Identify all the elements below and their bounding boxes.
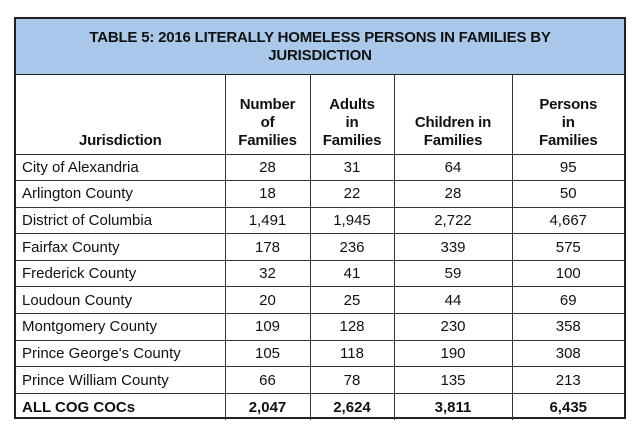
table-row: Fairfax County 178 236 339 575 [16, 233, 624, 261]
table-container: TABLE 5: 2016 LITERALLY HOMELESS PERSONS… [14, 17, 626, 421]
cell-families: 32 [224, 259, 311, 288]
cell-children: 230 [393, 313, 513, 341]
cell-children: 190 [393, 339, 513, 368]
table-row: Arlington County 18 22 28 50 [16, 180, 624, 208]
cell-persons: 100 [511, 259, 624, 288]
table-row: City of Alexandria 28 31 64 95 [16, 153, 624, 182]
table-row: Frederick County 32 41 59 100 [16, 259, 624, 288]
cell-persons: 95 [511, 153, 624, 182]
cell-jurisdiction: Loudoun County [16, 286, 226, 315]
table-title-bar: TABLE 5: 2016 LITERALLY HOMELESS PERSONS… [16, 19, 624, 75]
header-adults-in-families: Adults in Families [309, 75, 395, 155]
cell-jurisdiction: Frederick County [16, 259, 226, 288]
table-row: Montgomery County 109 128 230 358 [16, 313, 624, 341]
table-title: TABLE 5: 2016 LITERALLY HOMELESS PERSONS… [89, 28, 551, 64]
cell-adults: 236 [309, 233, 395, 261]
header-children-line-2: Families [423, 131, 483, 149]
cell-families: 20 [224, 286, 311, 315]
header-jurisdiction: Jurisdiction [16, 75, 226, 155]
cell-children: 59 [393, 259, 513, 288]
cell-families: 28 [224, 153, 311, 182]
cell-persons: 4,667 [511, 206, 624, 235]
cell-children: 135 [393, 366, 513, 394]
header-row: Jurisdiction Number of Families Adults i… [16, 75, 624, 155]
cell-children: 339 [393, 233, 513, 261]
cell-jurisdiction: Arlington County [16, 180, 226, 208]
cell-persons: 213 [511, 366, 624, 394]
cell-persons: 50 [511, 180, 624, 208]
header-adults-line-3: Families [322, 131, 382, 149]
table-row: Prince George's County 105 118 190 308 [16, 339, 624, 368]
cell-jurisdiction: District of Columbia [16, 206, 226, 235]
homeless-families-table: Jurisdiction Number of Families Adults i… [16, 75, 624, 421]
total-persons: 6,435 [511, 392, 624, 421]
header-families-line-2: of [260, 113, 275, 131]
header-children-line-1: Children in [414, 113, 492, 131]
header-adults-line-2: in [345, 113, 359, 131]
total-families: 2,047 [224, 392, 311, 421]
cell-families: 18 [224, 180, 311, 208]
cell-jurisdiction: Prince William County [16, 366, 226, 394]
cell-persons: 69 [511, 286, 624, 315]
cell-jurisdiction: Fairfax County [16, 233, 226, 261]
header-jurisdiction-label: Jurisdiction [78, 131, 162, 149]
cell-jurisdiction: City of Alexandria [16, 153, 226, 182]
table-row: Loudoun County 20 25 44 69 [16, 286, 624, 315]
cell-adults: 78 [309, 366, 395, 394]
cell-families: 109 [224, 313, 311, 341]
cell-children: 2,722 [393, 206, 513, 235]
cell-families: 66 [224, 366, 311, 394]
header-persons-line-3: Families [539, 131, 598, 149]
total-children: 3,811 [393, 392, 513, 421]
header-persons-line-2: in [561, 113, 575, 131]
cell-adults: 128 [309, 313, 395, 341]
header-children-in-families: Children in Families [393, 75, 513, 155]
header-adults-line-1: Adults [329, 95, 375, 113]
total-label: ALL COG COCs [16, 392, 226, 421]
header-persons-line-1: Persons [539, 95, 598, 113]
cell-jurisdiction: Montgomery County [16, 313, 226, 341]
cell-persons: 575 [511, 233, 624, 261]
total-adults: 2,624 [309, 392, 395, 421]
cell-children: 28 [393, 180, 513, 208]
cell-families: 178 [224, 233, 311, 261]
cell-children: 44 [393, 286, 513, 315]
cell-adults: 31 [309, 153, 395, 182]
table-row: District of Columbia 1,491 1,945 2,722 4… [16, 206, 624, 235]
header-families-line-3: Families [238, 131, 297, 149]
header-number-of-families: Number of Families [224, 75, 311, 155]
cell-children: 64 [393, 153, 513, 182]
cell-jurisdiction: Prince George's County [16, 339, 226, 368]
cell-families: 105 [224, 339, 311, 368]
cell-adults: 1,945 [309, 206, 395, 235]
header-persons-in-families: Persons in Families [511, 75, 624, 155]
cell-families: 1,491 [224, 206, 311, 235]
header-families-line-1: Number [239, 95, 296, 113]
cell-persons: 308 [511, 339, 624, 368]
cell-adults: 22 [309, 180, 395, 208]
table-row: Prince William County 66 78 135 213 [16, 366, 624, 394]
total-row: ALL COG COCs 2,047 2,624 3,811 6,435 [16, 392, 624, 421]
cell-adults: 41 [309, 259, 395, 288]
cell-adults: 118 [309, 339, 395, 368]
cell-adults: 25 [309, 286, 395, 315]
cell-persons: 358 [511, 313, 624, 341]
